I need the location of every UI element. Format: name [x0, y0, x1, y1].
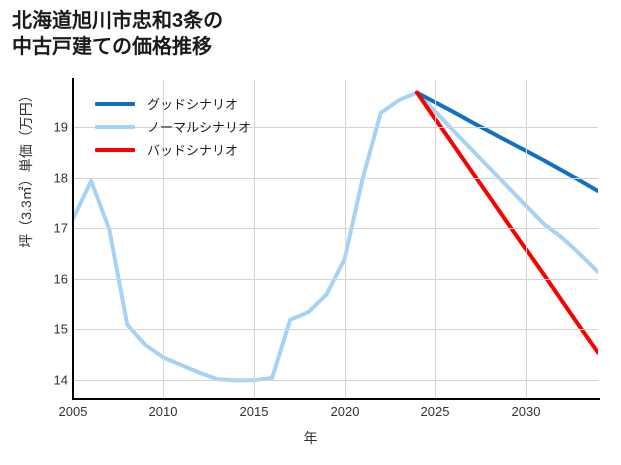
y-tick-label-14: 14 [53, 372, 68, 388]
legend-label-good: グッドシナリオ [147, 97, 239, 112]
x-tick-label-2005: 2005 [58, 404, 88, 419]
x-tick-label-2020: 2020 [330, 404, 360, 419]
chart-title: 北海道旭川市忠和3条の 中古戸建ての価格推移 [12, 8, 532, 61]
x-tick-label-2010: 2010 [148, 404, 178, 419]
x-tick-label-2015: 2015 [239, 404, 269, 419]
gridline-y-18 [73, 178, 598, 179]
series-lines [73, 90, 598, 383]
gridline-x-2020 [345, 80, 346, 398]
x-tick-label-2030: 2030 [511, 404, 541, 419]
plot-area: グッドシナリオ ノーマルシナリオ バッドシナリオ [73, 80, 598, 398]
gridline-y-16 [73, 279, 598, 280]
gridline-y-14 [73, 380, 598, 381]
legend-swatch-good [95, 101, 135, 106]
y-tick-label-15: 15 [53, 321, 68, 337]
legend-item-normal[interactable]: ノーマルシナリオ [95, 115, 251, 138]
line-good-scenario [414, 90, 598, 194]
gridline-y-19 [73, 127, 598, 128]
gridline-x-2010 [163, 80, 164, 398]
y-tick-label-19: 19 [53, 119, 68, 135]
legend-item-bad[interactable]: バッドシナリオ [95, 138, 251, 161]
gridline-x-2025 [435, 80, 436, 398]
chart-title-line-2: 中古戸建ての価格推移 [12, 36, 212, 59]
x-axis-label: 年 [303, 430, 318, 446]
chart-legend: グッドシナリオ ノーマルシナリオ バッドシナリオ [95, 92, 251, 161]
legend-label-bad: バッドシナリオ [147, 143, 239, 158]
gridline-x-2015 [254, 80, 255, 398]
gridline-y-15 [73, 329, 598, 330]
legend-swatch-bad [95, 147, 135, 152]
y-tick-label-16: 16 [53, 271, 68, 287]
y-axis-line [72, 78, 74, 400]
y-tick-label-18: 18 [53, 170, 68, 186]
line-normal-scenario [73, 90, 598, 383]
y-tick-labels: 19 18 17 16 15 14 [38, 80, 68, 398]
line-bad-scenario [414, 90, 598, 355]
gridline-y-17 [73, 228, 598, 229]
legend-swatch-normal [95, 124, 135, 129]
x-axis-line [72, 398, 600, 400]
chart-title-line-1: 北海道旭川市忠和3条の [12, 10, 224, 32]
legend-label-normal: ノーマルシナリオ [147, 120, 252, 135]
y-axis-label: 坪（3.3㎡）単価（万円） [18, 88, 34, 248]
x-tick-labels: 2005 2010 2015 2020 2025 2030 [59, 402, 598, 424]
legend-item-good[interactable]: グッドシナリオ [95, 92, 251, 115]
x-tick-label-2025: 2025 [420, 404, 450, 419]
gridline-x-2030 [526, 80, 527, 398]
y-tick-label-17: 17 [53, 220, 68, 236]
